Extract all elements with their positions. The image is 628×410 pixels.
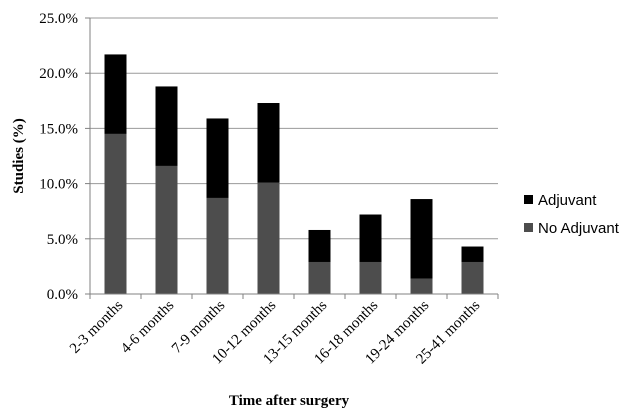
x-tick-label: 4-6 months	[118, 297, 177, 356]
bar-adjuvant	[308, 229, 331, 262]
bar-no-adjuvant	[257, 182, 280, 294]
legend: Adjuvant No Adjuvant	[524, 192, 620, 237]
y-tick-label: 20.0%	[39, 66, 78, 82]
bar-no-adjuvant	[155, 165, 178, 294]
bar-adjuvant	[155, 86, 178, 166]
y-tick-label: 5.0%	[47, 232, 78, 248]
y-tick-labels: 0.0% 5.0% 10.0% 15.0% 20.0% 25.0%	[39, 11, 78, 303]
bar-no-adjuvant	[104, 133, 127, 294]
y-tick-label: 15.0%	[39, 121, 78, 137]
y-axis-title: Studies (%)	[11, 118, 27, 193]
legend-swatch-adjuvant	[524, 195, 533, 204]
axes	[85, 17, 499, 299]
bar-no-adjuvant	[359, 261, 382, 294]
bar-adjuvant	[104, 54, 127, 134]
bar-adjuvant	[359, 214, 382, 262]
bar-no-adjuvant	[206, 197, 229, 294]
bars	[104, 54, 484, 294]
bar-no-adjuvant	[461, 261, 484, 294]
y-tick-label: 0.0%	[47, 287, 78, 303]
bar-no-adjuvant	[410, 278, 433, 294]
bar-adjuvant	[257, 103, 280, 183]
bar-adjuvant	[206, 118, 229, 198]
x-axis-title: Time after surgery	[229, 393, 350, 409]
legend-label-adjuvant: Adjuvant	[538, 192, 597, 209]
x-tick-label: 2-3 months	[67, 297, 126, 356]
bar-no-adjuvant	[308, 261, 331, 294]
legend-swatch-no-adjuvant	[524, 223, 533, 232]
bar-adjuvant	[410, 199, 433, 279]
y-tick-label: 25.0%	[39, 11, 78, 27]
gridlines	[90, 17, 498, 240]
legend-label-no-adjuvant: No Adjuvant	[538, 220, 620, 237]
y-tick-label: 10.0%	[39, 177, 78, 193]
bar-adjuvant	[461, 246, 484, 262]
